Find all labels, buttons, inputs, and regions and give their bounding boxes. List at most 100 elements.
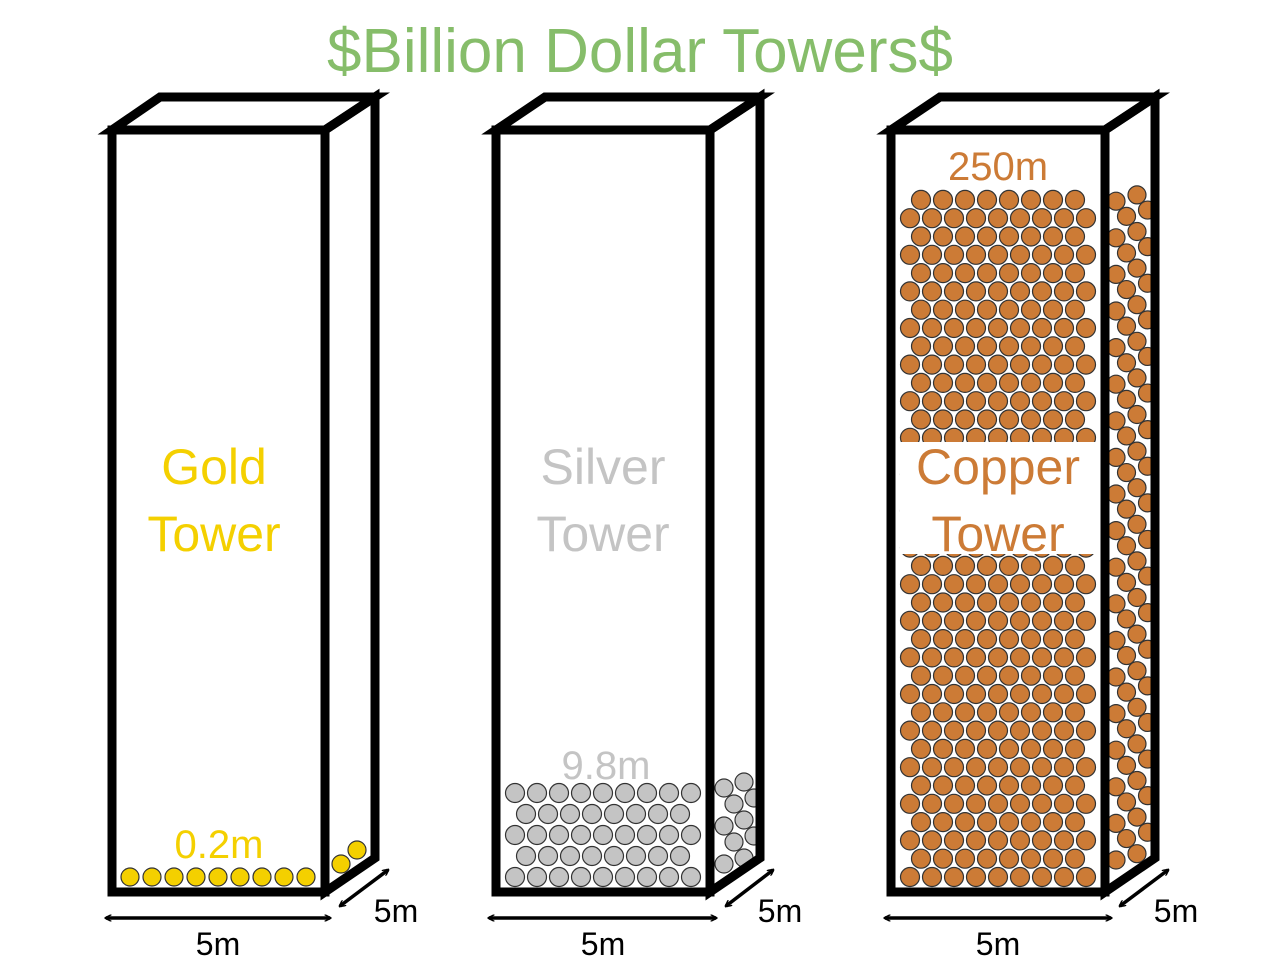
copper-coin xyxy=(1127,807,1147,827)
copper-coin xyxy=(899,317,921,339)
copper-coin xyxy=(976,226,998,247)
copper-coin xyxy=(1116,279,1137,300)
copper-coin xyxy=(921,574,943,595)
copper-coin xyxy=(910,665,932,686)
copper-coin xyxy=(943,647,965,668)
silver-coin xyxy=(526,866,548,888)
copper-coin xyxy=(899,208,921,229)
silver-coin xyxy=(570,866,592,888)
copper-coin xyxy=(1020,738,1042,760)
copper-coin xyxy=(910,189,932,210)
silver-coin xyxy=(636,824,658,846)
copper-coin xyxy=(965,830,987,851)
copper-coin xyxy=(910,592,932,613)
copper-coin xyxy=(1106,630,1126,651)
copper-coin xyxy=(1031,281,1053,302)
copper-coin xyxy=(1127,551,1147,571)
copper-coin xyxy=(932,372,954,393)
copper-tower: 250m Copper Tower 5m 5m xyxy=(876,88,1198,962)
copper-coin xyxy=(1116,243,1137,263)
copper-coin xyxy=(1031,317,1053,339)
copper-label-gap xyxy=(900,442,1100,554)
copper-coin xyxy=(976,848,998,869)
gold-tower-width-label: 5m xyxy=(196,926,240,962)
gold-tower-name-line1: Gold xyxy=(161,439,267,495)
copper-coin xyxy=(1127,844,1147,864)
copper-coin xyxy=(1042,848,1064,869)
copper-coin xyxy=(1127,624,1147,644)
copper-coin xyxy=(1042,299,1064,320)
copper-coin xyxy=(1106,813,1126,834)
copper-coin xyxy=(987,683,1009,705)
silver-coin xyxy=(592,782,614,804)
copper-coin xyxy=(910,226,932,247)
copper-coin xyxy=(932,189,954,210)
gold-tower-depth-label: 5m xyxy=(374,893,418,929)
silver-coin xyxy=(548,824,570,846)
silver-coin xyxy=(669,803,691,825)
copper-tower-name-line1: Copper xyxy=(916,439,1080,495)
copper-coin xyxy=(1106,411,1126,431)
copper-coin xyxy=(976,665,998,686)
copper-coin xyxy=(976,738,998,760)
silver-tower-height-label: 9.8m xyxy=(562,744,651,788)
silver-coin xyxy=(581,845,603,867)
silver-coin xyxy=(504,824,526,846)
silver-coin xyxy=(734,772,754,792)
copper-coin xyxy=(932,811,954,833)
copper-coin xyxy=(954,702,976,723)
copper-coin xyxy=(965,866,987,888)
copper-coin xyxy=(976,263,998,284)
copper-coin xyxy=(1042,702,1064,723)
copper-coin xyxy=(1116,609,1137,629)
silver-coin xyxy=(526,782,548,804)
copper-coin xyxy=(1106,594,1126,614)
copper-coin xyxy=(987,208,1009,229)
silver-coin xyxy=(714,778,734,798)
copper-coin xyxy=(1031,683,1053,705)
gold-tower-name-line2: Tower xyxy=(147,506,280,562)
copper-coin xyxy=(954,555,976,577)
copper-coin xyxy=(910,263,932,284)
copper-coin xyxy=(1053,244,1075,265)
copper-coin xyxy=(899,354,921,375)
copper-depth-arrow xyxy=(1120,870,1168,906)
copper-coin xyxy=(998,409,1020,430)
copper-coin xyxy=(1106,374,1126,394)
copper-coin xyxy=(954,738,976,760)
copper-coin xyxy=(932,848,954,869)
copper-coin xyxy=(943,793,965,814)
copper-coin xyxy=(1053,793,1075,814)
copper-coin xyxy=(976,592,998,613)
copper-coin xyxy=(1031,866,1053,888)
silver-coin xyxy=(515,803,537,825)
silver-coin xyxy=(515,845,537,867)
copper-coin xyxy=(1042,263,1064,284)
copper-coin xyxy=(1020,336,1042,357)
copper-coin xyxy=(998,372,1020,393)
copper-coin xyxy=(899,720,921,741)
copper-coin xyxy=(910,299,932,320)
copper-coin xyxy=(1042,226,1064,247)
copper-coin xyxy=(998,263,1020,284)
copper-coin xyxy=(1075,354,1097,375)
copper-coin xyxy=(1064,409,1086,430)
copper-coin xyxy=(1116,719,1137,739)
copper-coin xyxy=(998,628,1020,650)
copper-coin xyxy=(1064,372,1086,393)
silver-coin xyxy=(647,803,669,825)
copper-coin xyxy=(1009,683,1031,705)
copper-tower-depth-label: 5m xyxy=(1154,893,1198,929)
copper-coin xyxy=(932,263,954,284)
silver-coin xyxy=(614,824,636,846)
silver-coin xyxy=(658,824,680,846)
copper-coin xyxy=(1127,331,1147,351)
copper-coin xyxy=(1116,682,1137,702)
copper-coin xyxy=(998,811,1020,833)
gold-coin xyxy=(164,867,184,887)
silver-coin xyxy=(614,782,636,804)
copper-coin xyxy=(1116,536,1137,556)
copper-tower-outline xyxy=(876,88,1170,901)
gold-coin xyxy=(296,867,316,887)
copper-coin xyxy=(932,555,954,577)
